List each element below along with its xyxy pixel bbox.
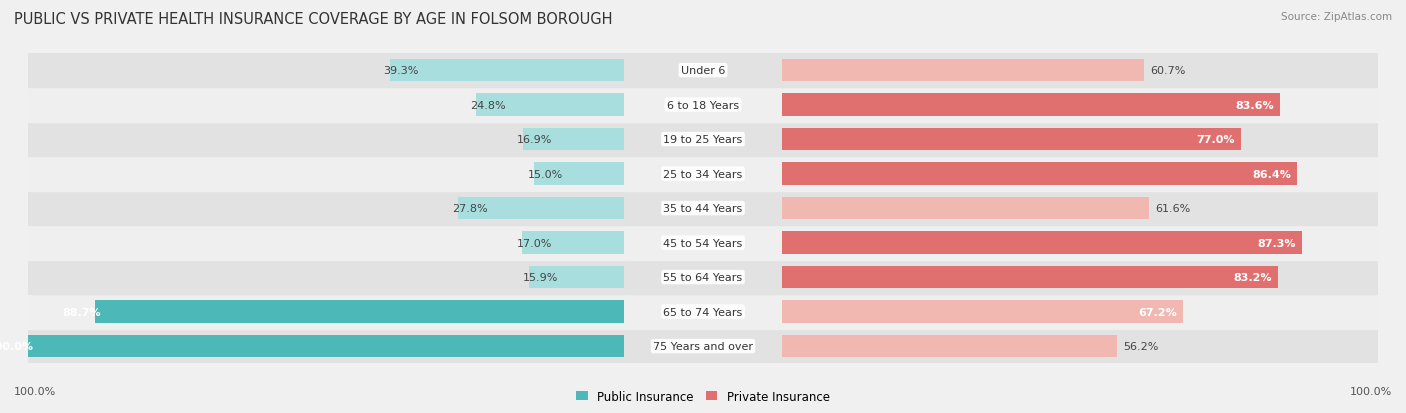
Text: 15.0%: 15.0% — [529, 169, 564, 179]
Legend: Public Insurance, Private Insurance: Public Insurance, Private Insurance — [576, 390, 830, 403]
Text: 100.0%: 100.0% — [0, 341, 34, 351]
Text: Under 6: Under 6 — [681, 66, 725, 76]
Text: 25 to 34 Years: 25 to 34 Years — [664, 169, 742, 179]
Text: 88.7%: 88.7% — [63, 307, 101, 317]
Text: 77.0%: 77.0% — [1197, 135, 1234, 145]
Text: 35 to 44 Years: 35 to 44 Years — [664, 204, 742, 214]
Bar — [523, 232, 624, 254]
Bar — [458, 197, 624, 220]
Bar — [624, 123, 782, 157]
Bar — [28, 191, 624, 226]
Bar — [475, 94, 624, 116]
Bar — [28, 329, 624, 363]
Bar — [782, 163, 1296, 185]
Text: 83.2%: 83.2% — [1233, 273, 1272, 282]
Text: 56.2%: 56.2% — [1123, 341, 1159, 351]
Bar — [624, 157, 782, 191]
Text: 100.0%: 100.0% — [1350, 387, 1392, 396]
Text: 61.6%: 61.6% — [1156, 204, 1191, 214]
Bar — [28, 54, 624, 88]
Text: 83.6%: 83.6% — [1236, 100, 1274, 110]
Bar — [782, 232, 1302, 254]
Text: 39.3%: 39.3% — [384, 66, 419, 76]
Text: PUBLIC VS PRIVATE HEALTH INSURANCE COVERAGE BY AGE IN FOLSOM BOROUGH: PUBLIC VS PRIVATE HEALTH INSURANCE COVER… — [14, 12, 613, 27]
Bar — [782, 128, 1241, 151]
Bar — [782, 335, 1116, 357]
Text: 16.9%: 16.9% — [517, 135, 553, 145]
Bar — [28, 123, 624, 157]
Bar — [782, 301, 1182, 323]
Text: Source: ZipAtlas.com: Source: ZipAtlas.com — [1281, 12, 1392, 22]
Bar — [28, 88, 624, 123]
Bar — [624, 191, 782, 226]
Bar — [534, 163, 624, 185]
Text: 75 Years and over: 75 Years and over — [652, 341, 754, 351]
Bar — [782, 294, 1378, 329]
Bar — [782, 157, 1378, 191]
Bar — [28, 226, 624, 260]
Bar — [624, 260, 782, 294]
Bar — [782, 266, 1278, 289]
Text: 45 to 54 Years: 45 to 54 Years — [664, 238, 742, 248]
Text: 15.9%: 15.9% — [523, 273, 558, 282]
Bar — [523, 128, 624, 151]
Bar — [28, 335, 624, 357]
Bar — [624, 54, 782, 88]
Text: 65 to 74 Years: 65 to 74 Years — [664, 307, 742, 317]
Bar — [782, 88, 1378, 123]
Bar — [782, 60, 1144, 82]
Text: 87.3%: 87.3% — [1258, 238, 1296, 248]
Bar — [624, 294, 782, 329]
Bar — [782, 260, 1378, 294]
Bar — [782, 226, 1378, 260]
Bar — [96, 301, 624, 323]
Text: 27.8%: 27.8% — [453, 204, 488, 214]
Bar — [28, 294, 624, 329]
Text: 60.7%: 60.7% — [1150, 66, 1185, 76]
Bar — [529, 266, 624, 289]
Text: 24.8%: 24.8% — [470, 100, 506, 110]
Bar — [782, 197, 1149, 220]
Bar — [624, 88, 782, 123]
Bar — [782, 94, 1281, 116]
Bar — [782, 329, 1378, 363]
Bar — [782, 191, 1378, 226]
Bar — [782, 54, 1378, 88]
Text: 67.2%: 67.2% — [1137, 307, 1177, 317]
Bar — [624, 226, 782, 260]
Bar — [782, 123, 1378, 157]
Bar — [624, 329, 782, 363]
Text: 19 to 25 Years: 19 to 25 Years — [664, 135, 742, 145]
Text: 6 to 18 Years: 6 to 18 Years — [666, 100, 740, 110]
Text: 86.4%: 86.4% — [1253, 169, 1291, 179]
Text: 55 to 64 Years: 55 to 64 Years — [664, 273, 742, 282]
Bar — [28, 157, 624, 191]
Text: 17.0%: 17.0% — [516, 238, 551, 248]
Bar — [389, 60, 624, 82]
Text: 100.0%: 100.0% — [14, 387, 56, 396]
Bar — [28, 260, 624, 294]
